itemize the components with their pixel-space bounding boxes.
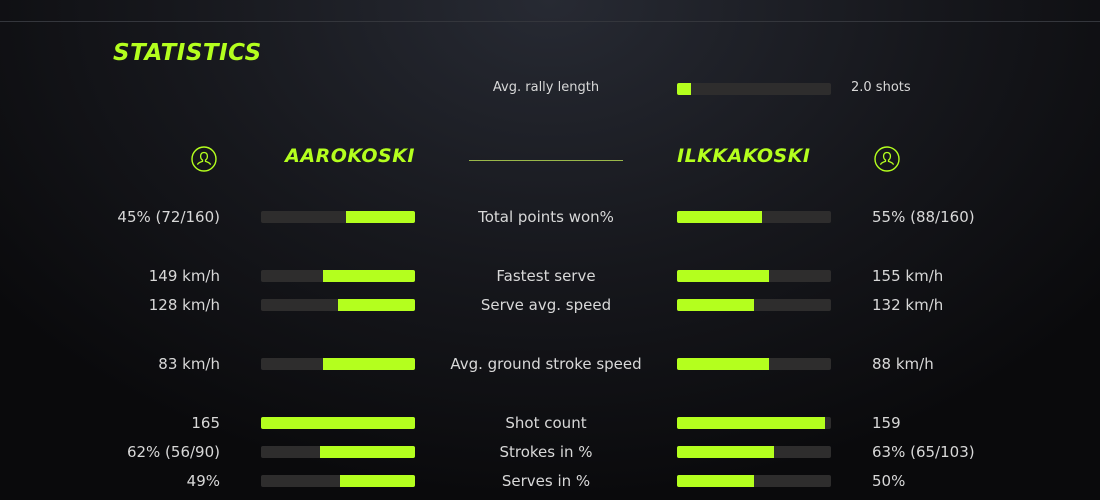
left-bar: [261, 446, 415, 458]
left-bar: [261, 417, 415, 429]
stat-label: Avg. ground stroke speed: [450, 355, 642, 373]
right-value: 55% (88/160): [872, 208, 975, 226]
left-bar-fill: [322, 358, 415, 370]
stat-label: Serves in %: [501, 472, 591, 490]
stat-label: Shot count: [505, 414, 587, 432]
right-value: 63% (65/103): [872, 443, 975, 461]
left-bar-fill: [338, 299, 415, 311]
right-bar-fill: [677, 211, 762, 223]
user-icon: [874, 146, 900, 172]
left-bar: [261, 299, 415, 311]
avg-rally-label: Avg. rally length: [492, 80, 600, 95]
right-bar: [677, 299, 831, 311]
right-bar: [677, 417, 831, 429]
right-value: 50%: [872, 472, 906, 490]
player-right-name: ILKKAKOSKI: [677, 145, 811, 167]
left-value: 45% (72/160): [117, 208, 220, 226]
left-bar-fill: [261, 417, 415, 429]
stat-row: 45% (72/160) Total points won% 55% (88/1…: [0, 208, 1100, 228]
left-value: 83 km/h: [158, 355, 220, 373]
right-bar: [677, 446, 831, 458]
right-bar-fill: [677, 299, 754, 311]
header-divider: [469, 160, 623, 161]
avg-rally-value: 2.0 shots: [851, 80, 911, 95]
stat-row: 62% (56/90) Strokes in % 63% (65/103): [0, 443, 1100, 463]
right-bar-fill: [677, 417, 825, 429]
top-divider: [0, 21, 1100, 22]
stat-row: 149 km/h Fastest serve 155 km/h: [0, 267, 1100, 287]
left-value: 128 km/h: [148, 296, 220, 314]
left-bar: [261, 358, 415, 370]
avg-rally-row: Avg. rally length 2.0 shots: [0, 80, 1100, 100]
right-bar-fill: [677, 270, 770, 282]
stat-row: 128 km/h Serve avg. speed 132 km/h: [0, 296, 1100, 316]
stat-label: Strokes in %: [499, 443, 593, 461]
right-value: 88 km/h: [872, 355, 934, 373]
right-value: 132 km/h: [872, 296, 944, 314]
left-value: 149 km/h: [148, 267, 220, 285]
right-bar-fill: [677, 446, 775, 458]
left-bar-fill: [345, 211, 415, 223]
right-value: 155 km/h: [872, 267, 944, 285]
stat-label: Fastest serve: [496, 267, 596, 285]
left-bar: [261, 211, 415, 223]
right-bar: [677, 358, 831, 370]
left-bar-fill: [322, 270, 415, 282]
stat-row: 49% Serves in % 50%: [0, 472, 1100, 492]
stat-label: Serve avg. speed: [480, 296, 612, 314]
left-bar: [261, 475, 415, 487]
stat-label: Total points won%: [478, 208, 614, 226]
right-bar: [677, 211, 831, 223]
left-bar: [261, 270, 415, 282]
right-bar: [677, 270, 831, 282]
left-value: 165: [191, 414, 220, 432]
avg-rally-bar: [677, 83, 831, 95]
user-icon: [191, 146, 217, 172]
right-bar: [677, 475, 831, 487]
player-left-name: AAROKOSKI: [285, 145, 415, 167]
right-bar-fill: [677, 358, 770, 370]
left-value: 49%: [186, 472, 220, 490]
left-bar-fill: [339, 475, 415, 487]
page-title: STATISTICS: [113, 40, 262, 66]
right-bar-fill: [677, 475, 754, 487]
left-value: 62% (56/90): [126, 443, 220, 461]
stat-row: 83 km/h Avg. ground stroke speed 88 km/h: [0, 355, 1100, 375]
right-value: 159: [872, 414, 901, 432]
stat-row: 165 Shot count 159: [0, 414, 1100, 434]
avg-rally-fill: [677, 83, 691, 95]
left-bar-fill: [319, 446, 415, 458]
